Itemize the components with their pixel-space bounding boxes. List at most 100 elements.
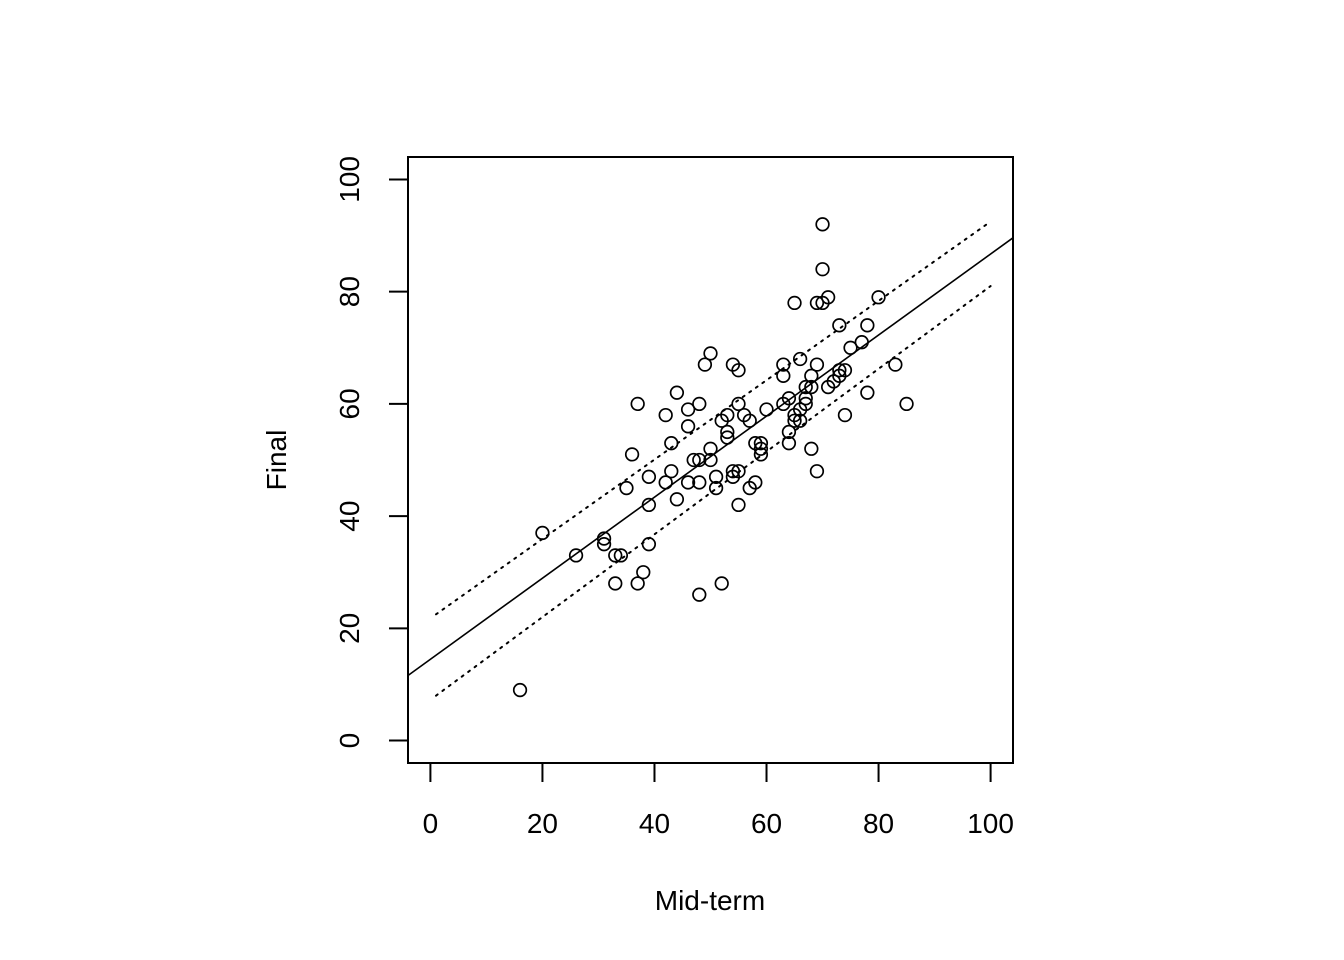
data-point [664, 436, 679, 451]
data-point [832, 318, 847, 333]
data-point [613, 548, 629, 563]
data-point [742, 413, 757, 428]
data-point [535, 525, 550, 541]
data-point [748, 475, 763, 490]
data-point [837, 407, 853, 423]
y-axis-label: Final [261, 430, 292, 491]
data-point [692, 396, 707, 412]
data-point [837, 363, 853, 378]
data-point [692, 452, 707, 468]
data-point [703, 441, 718, 456]
data-point [596, 537, 612, 552]
y-tick-label: 100 [334, 156, 365, 203]
data-point [720, 430, 735, 445]
data-point [596, 531, 612, 546]
data-point [809, 295, 825, 311]
x-axis-label: Mid-term [655, 885, 765, 916]
data-point [809, 357, 825, 372]
y-tick-label: 60 [334, 388, 365, 419]
data-point [697, 357, 713, 372]
data-point [680, 475, 696, 490]
data-point [630, 396, 645, 412]
y-tick-label: 0 [334, 733, 365, 749]
data-point [731, 497, 746, 513]
data-point [815, 217, 830, 232]
data-point [871, 290, 886, 305]
data-point [888, 357, 903, 372]
data-point [708, 480, 724, 496]
data-point [809, 464, 825, 479]
data-point [714, 576, 729, 591]
data-point [781, 436, 797, 451]
data-point [680, 402, 696, 417]
data-point [664, 464, 679, 479]
data-point [781, 391, 797, 406]
data-point [624, 447, 640, 462]
data-point [608, 576, 623, 591]
data-point [787, 413, 802, 428]
data-point [753, 447, 769, 462]
data-point [753, 441, 769, 456]
data-point [843, 340, 858, 355]
y-tick-label: 80 [334, 276, 365, 307]
data-point [619, 480, 634, 496]
data-point [776, 357, 791, 372]
data-point [703, 346, 718, 361]
data-point [658, 407, 673, 423]
data-point [636, 565, 651, 580]
y-axis: 0 20 40 60 80 100 [334, 156, 409, 749]
data-points [512, 217, 914, 698]
data-point [798, 396, 813, 412]
data-point [787, 295, 802, 311]
data-point [731, 363, 746, 378]
data-point [759, 402, 774, 417]
data-point [820, 290, 836, 305]
data-point [720, 407, 735, 423]
data-point [798, 391, 813, 406]
data-point [860, 318, 875, 333]
data-point [804, 379, 819, 395]
data-point [854, 335, 869, 350]
x-tick-label: 80 [863, 808, 894, 839]
data-point [630, 576, 645, 591]
data-point [804, 368, 819, 383]
regression-lines [407, 220, 1014, 697]
data-point [692, 475, 707, 490]
x-tick-label: 60 [751, 808, 782, 839]
data-point [792, 351, 808, 367]
x-axis: 0 20 40 60 80 100 [423, 762, 1014, 839]
y-tick-label: 40 [334, 501, 365, 532]
data-point [568, 548, 584, 563]
data-point [669, 492, 685, 507]
data-point [725, 464, 741, 479]
data-point [753, 436, 769, 451]
data-point [608, 548, 623, 563]
data-point [798, 379, 813, 395]
x-tick-label: 100 [967, 808, 1014, 839]
data-point [720, 424, 735, 440]
plot-frame [407, 156, 1014, 764]
data-point [781, 424, 797, 440]
data-point [641, 497, 657, 513]
data-point [899, 396, 914, 412]
data-point [860, 385, 875, 400]
data-point [680, 419, 696, 434]
data-point [776, 368, 791, 383]
data-point [792, 413, 808, 428]
data-point [641, 469, 657, 484]
x-tick-label: 40 [639, 808, 670, 839]
data-point [641, 537, 657, 552]
data-point [692, 587, 707, 602]
data-point [804, 441, 819, 456]
data-point [731, 396, 746, 412]
data-point [708, 469, 724, 484]
data-point [669, 385, 685, 400]
y-tick-label: 20 [334, 613, 365, 644]
data-point [832, 363, 847, 378]
x-tick-label: 0 [423, 808, 439, 839]
fit-line [407, 237, 1014, 677]
data-point [815, 262, 830, 277]
data-point [703, 452, 718, 468]
data-point [731, 464, 746, 479]
